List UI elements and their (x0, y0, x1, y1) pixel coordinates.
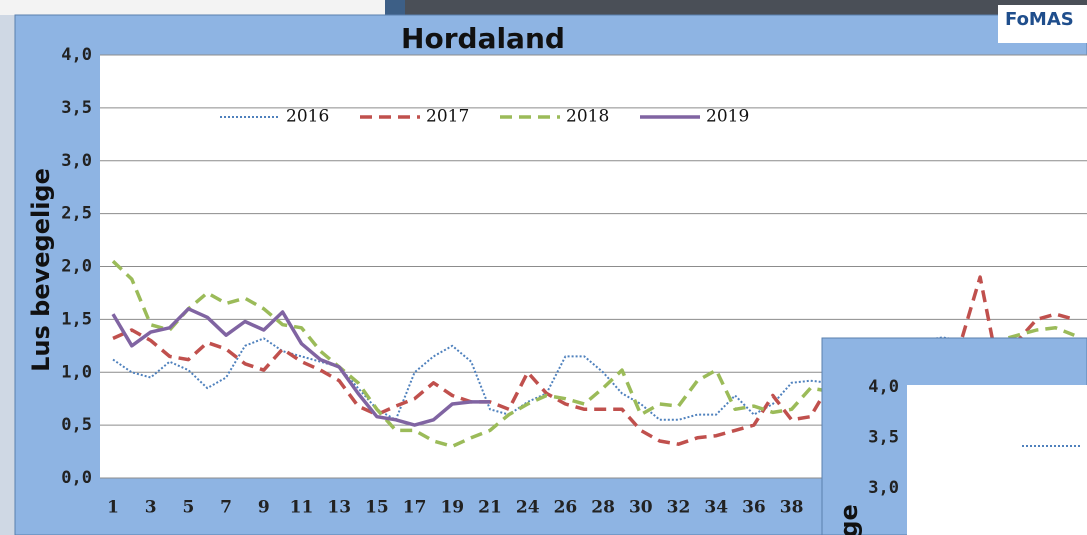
x-tick-label: 19 (440, 498, 464, 518)
x-tick-label: 13 (327, 498, 351, 518)
x-tick-label: 34 (704, 498, 728, 518)
y-tick-label: 2,0 (61, 257, 92, 277)
y-tick-label: 3,0 (868, 478, 899, 498)
overlay-chart: 3,0 3,5 4,0 (868, 377, 1082, 498)
chart-title: Hordaland (401, 22, 565, 55)
y-tick-label: 4,0 (61, 45, 92, 65)
y-tick-label: 1,5 (61, 309, 92, 329)
x-tick-label: 26 (554, 498, 578, 518)
y-tick-label: 1,0 (61, 362, 92, 382)
legend-label: 2019 (706, 107, 749, 127)
x-tick-label: 1 (107, 498, 119, 518)
y-tick-label: 0,0 (61, 468, 92, 488)
x-tick-label: 5 (182, 498, 194, 518)
y-tick-label: 4,0 (868, 377, 899, 397)
x-tick-label: 3 (145, 498, 157, 518)
x-tick-label: 15 (365, 498, 389, 518)
x-tick-label: 30 (629, 498, 653, 518)
y-tick-label: 2,5 (61, 204, 92, 224)
x-tick-label: 36 (742, 498, 766, 518)
legend-label: 2016 (286, 107, 329, 127)
series-line (111, 307, 490, 427)
x-tick-label: 38 (780, 498, 804, 518)
y-axis-label: Lus bevegelige (27, 168, 55, 372)
y-tick-label: 0,5 (61, 415, 92, 435)
back-window (0, 0, 385, 15)
x-tick-label: 7 (220, 498, 232, 518)
overlay-y-label: ige (835, 504, 863, 535)
x-tick-label: 11 (290, 498, 314, 518)
back-window (405, 0, 1087, 15)
back-window (0, 15, 15, 535)
x-tick-label: 17 (403, 498, 427, 518)
logo-box (998, 5, 1087, 43)
x-tick-label: 28 (591, 498, 615, 518)
y-tick-label: 3,5 (868, 428, 899, 448)
y-tick-label: 3,5 (61, 98, 92, 118)
x-tick-label: 9 (258, 498, 270, 518)
x-tick-label: 21 (478, 498, 502, 518)
logo: FoMAS (1005, 9, 1074, 30)
x-tick-label: 32 (667, 498, 691, 518)
overlay-plot (907, 385, 1087, 535)
legend-label: 2017 (426, 107, 469, 127)
legend-label: 2018 (566, 107, 609, 127)
y-tick-label: 3,0 (61, 151, 92, 171)
x-tick-label: 24 (516, 498, 540, 518)
